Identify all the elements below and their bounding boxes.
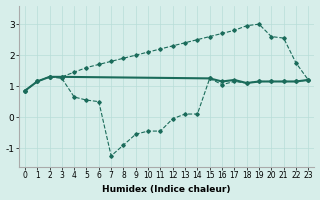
X-axis label: Humidex (Indice chaleur): Humidex (Indice chaleur) (102, 185, 231, 194)
